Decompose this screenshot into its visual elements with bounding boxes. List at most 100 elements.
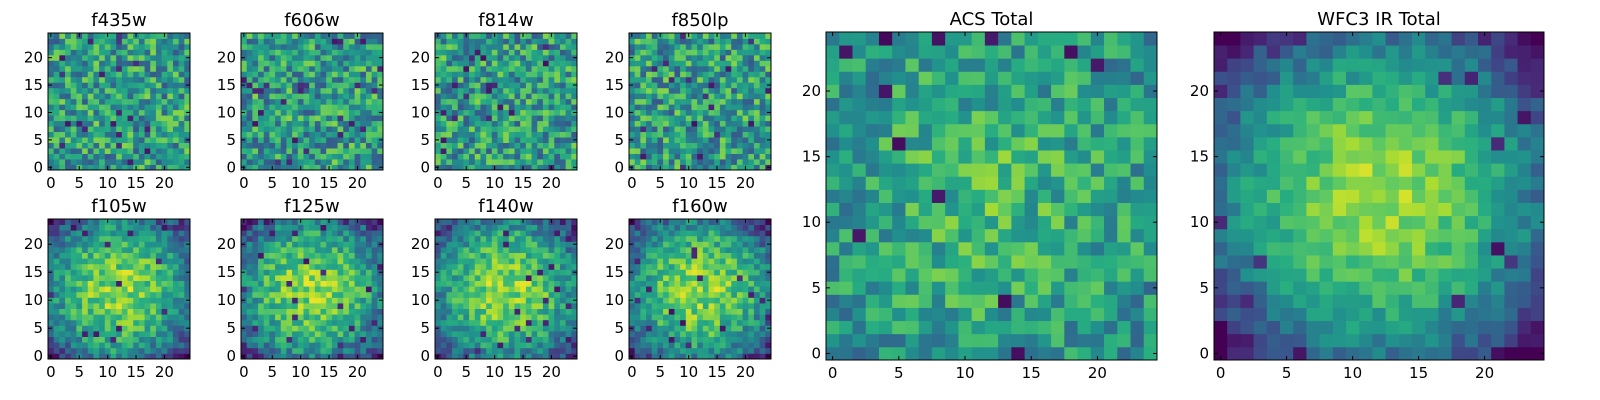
heatmap-cell [457,280,464,287]
heatmap-cell [531,120,538,127]
heatmap-cell [548,308,555,315]
heatmap-cell [127,269,134,276]
heatmap-cell [263,275,270,281]
heatmap-cell [116,291,123,298]
heatmap-cell [514,269,521,276]
heatmap-cell [537,71,544,78]
heatmap-cell [691,325,698,332]
heatmap-cell [167,153,174,160]
heatmap-cell [753,297,761,304]
heatmap-cell [452,131,459,138]
heatmap-cell [531,93,538,100]
heatmap-cell [292,82,299,89]
heatmap-cell [634,347,641,354]
heatmap-cell [554,159,561,165]
heatmap-cell [343,303,350,309]
heatmap-cell [93,247,100,253]
heatmap-cell [110,54,117,61]
heatmap-cell [133,263,140,270]
heatmap-cell [292,54,299,61]
heatmap-cell [497,336,504,343]
heatmap-cell [110,319,117,326]
heatmap-cell [651,87,658,94]
heatmap-cell [474,87,481,94]
heatmap-cell [559,43,567,50]
y-tick-label: 20 [217,49,236,67]
heatmap-cell [286,164,293,171]
heatmap-cell [525,280,532,287]
heatmap-cell [748,159,755,165]
heatmap-cell [99,87,106,94]
heatmap-cell [59,280,66,287]
heatmap-cell [116,224,123,231]
heatmap-cell [646,54,653,61]
heatmap-cell [178,131,185,138]
heatmap-cell [331,60,338,67]
heatmap-cell [531,126,538,133]
heatmap-cell [674,314,681,321]
heatmap-cell [680,269,687,276]
heatmap-cell [246,76,253,83]
heatmap-cell [486,258,493,265]
heatmap-cell [452,120,459,127]
heatmap-cell [377,286,384,293]
heatmap-cell [680,280,687,287]
heatmap-cell [697,109,704,116]
y-tick-label: 15 [605,76,624,94]
heatmap-cell [127,76,134,83]
heatmap-cell [343,258,350,265]
heatmap-cell [452,319,459,326]
heatmap-cell [76,297,83,304]
heatmap-cell [452,297,459,304]
heatmap-cell [314,230,321,237]
heatmap-cell [463,54,470,61]
heatmap-cell [354,98,361,105]
heatmap-cell [377,120,384,127]
heatmap-cell [668,336,675,343]
heatmap-cell [663,291,670,298]
heatmap-cell [714,87,721,94]
heatmap-cell [753,65,761,72]
heatmap-cell [65,120,72,127]
heatmap-cell [76,331,83,337]
heatmap-cell [303,342,310,349]
heatmap-cell [657,336,664,343]
heatmap-cell [258,76,265,83]
heatmap-cell [634,93,641,100]
heatmap-cell [657,286,664,293]
heatmap-cell [280,275,287,281]
heatmap-cell [172,115,180,122]
heatmap-cell [104,54,111,61]
heatmap-cell [657,49,664,56]
heatmap-cell [93,142,100,149]
heatmap-cell [486,43,493,50]
heatmap-cell [497,269,504,276]
heatmap-cell [76,224,83,231]
heatmap-cell [172,33,180,39]
heatmap-cell [331,65,338,72]
heatmap-cell [571,153,578,160]
heatmap-cell [640,98,647,105]
heatmap-cell [121,224,128,231]
heatmap-cell [571,49,578,56]
heatmap-cell [685,269,692,276]
heatmap-cell [121,275,128,281]
heatmap-cell [70,336,77,343]
heatmap-cell [167,54,174,61]
heatmap-cell [82,319,89,326]
heatmap-cell [440,43,447,50]
heatmap-cell [651,280,658,287]
heatmap-cell [463,269,470,276]
heatmap-cell [246,131,253,138]
heatmap-cell [53,87,60,94]
heatmap-cell [691,38,698,45]
heatmap-cell [172,331,180,337]
heatmap-cell [275,142,282,149]
heatmap-cell [571,98,578,105]
panel-title: f814w [478,10,533,31]
heatmap-cell [571,219,578,225]
heatmap-cell [59,336,66,343]
heatmap-cell [82,241,89,248]
heatmap-cell [286,331,293,337]
heatmap-cell [542,159,549,165]
